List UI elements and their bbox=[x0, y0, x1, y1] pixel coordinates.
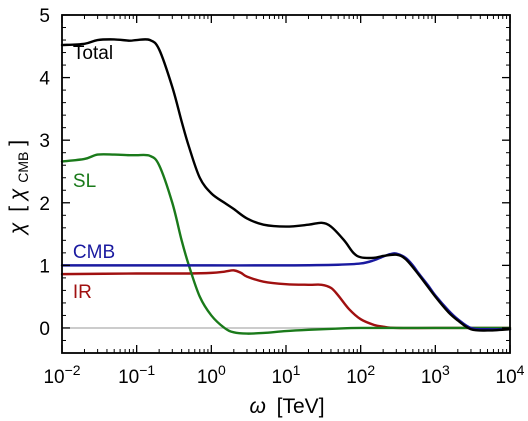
series-layer bbox=[60, 38, 512, 335]
x-tick-label: 101 bbox=[272, 362, 301, 388]
y-axis-title: χ [ χ CMB ] bbox=[6, 140, 33, 236]
series-line-total bbox=[60, 38, 512, 332]
series-label-ir: IR bbox=[73, 282, 92, 303]
x-axis-unit: [TeV] bbox=[277, 395, 325, 418]
x-tick-label: 103 bbox=[421, 362, 450, 388]
plot-frame bbox=[61, 14, 511, 354]
x-tick-label: 104 bbox=[496, 362, 525, 388]
x-axis-symbol: ω bbox=[249, 395, 265, 418]
y-tick-label: 3 bbox=[39, 131, 50, 152]
y-axis-unit-open: [ bbox=[6, 206, 29, 212]
series-label-total: Total bbox=[73, 43, 113, 64]
y-tick-label: 1 bbox=[39, 256, 50, 277]
x-tick-label: 100 bbox=[197, 362, 226, 388]
series-label-cmb: CMB bbox=[73, 242, 115, 263]
y-tick-label: 5 bbox=[39, 6, 50, 27]
x-tick-label: 10−2 bbox=[43, 362, 80, 388]
ticks-layer bbox=[61, 14, 511, 354]
series-label-sl: SL bbox=[73, 171, 96, 192]
x-tick-label: 10−1 bbox=[118, 362, 155, 388]
series-line-sl bbox=[60, 153, 512, 335]
y-tick-label: 4 bbox=[39, 69, 50, 90]
x-axis-title: ω [TeV] bbox=[249, 395, 324, 418]
x-tick-label: 102 bbox=[346, 362, 375, 388]
y-axis-unit-symbol: χ bbox=[6, 188, 29, 202]
y-axis-symbol: χ bbox=[6, 222, 29, 236]
labels-layer: 10−2 10−1 100 101 102 103 104 0 1 2 3 4 5 Total SL CMB I… bbox=[39, 6, 524, 388]
series-line-cmb bbox=[60, 252, 512, 331]
series-line-ir bbox=[60, 269, 512, 330]
y-axis-unit-subscript: CMB bbox=[15, 152, 31, 183]
y-tick-label: 0 bbox=[39, 319, 50, 340]
y-axis-unit-close: ] bbox=[6, 140, 29, 146]
y-tick-label: 2 bbox=[39, 194, 50, 215]
